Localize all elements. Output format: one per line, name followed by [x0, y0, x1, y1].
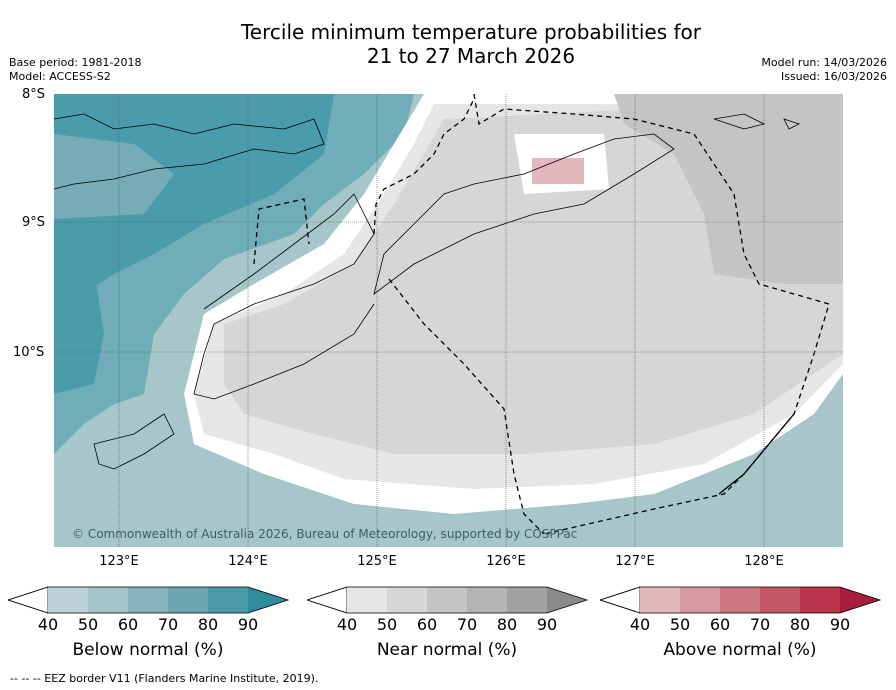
- eez-border-north: [373, 98, 475, 235]
- probability-map: © Commonwealth of Australia 2026, Bureau…: [54, 94, 843, 547]
- title-line-1: Tercile minimum temperature probabilitie…: [240, 20, 702, 44]
- cbar-near-tick-70: 70: [456, 615, 478, 634]
- cbar-above-tick-90: 90: [829, 615, 851, 634]
- cbar-near-tick-80: 80: [496, 615, 518, 634]
- colorbar-near: [307, 586, 589, 614]
- lat-label-10s: 10°S: [13, 345, 45, 360]
- cbar-near-low-end: [307, 586, 348, 614]
- cbar-below-tick-60: 60: [117, 615, 139, 634]
- gridlines: [54, 94, 843, 547]
- cbar-above-swatch-50: [680, 587, 720, 613]
- cbar-above-tick-50: 50: [669, 615, 691, 634]
- cbar-below-swatch-80: [208, 587, 248, 613]
- coastline-se: [718, 413, 795, 495]
- cbar-above-high-end: [840, 587, 880, 613]
- cbar-below-tick-40: 40: [37, 615, 59, 634]
- cbar-near-tick-90: 90: [536, 615, 558, 634]
- cbar-near-tick-40: 40: [336, 615, 358, 634]
- cbar-near-swatch-50: [387, 587, 427, 613]
- cbar-near-high-end: [547, 587, 587, 613]
- coastline-timor: [373, 133, 675, 295]
- colorbar-above: [600, 586, 882, 614]
- cbar-above-low-end: [600, 586, 641, 614]
- model-name: Model: ACCESS-S2: [9, 70, 111, 83]
- eez-legend-footer: -- -- -- EEZ border V11 (Flanders Marine…: [10, 672, 319, 685]
- cbar-below-label: Below normal (%): [72, 640, 224, 660]
- below-50-patch: [54, 134, 174, 219]
- cbar-near-swatch-60: [427, 587, 467, 613]
- cbar-above-tick-60: 60: [709, 615, 731, 634]
- eez-border-south: [388, 278, 545, 535]
- cbar-below-swatch-40: [48, 587, 88, 613]
- cbar-near-tick-50: 50: [376, 615, 398, 634]
- above-40-patch: [532, 158, 584, 184]
- cbar-below-swatch-70: [168, 587, 208, 613]
- cbar-below-tick-70: 70: [157, 615, 179, 634]
- eez-border-east: [473, 94, 830, 535]
- cbar-near-swatch-80: [507, 587, 547, 613]
- cbar-above-swatch-40: [640, 587, 680, 613]
- near-60-zone: [614, 94, 843, 284]
- lon-label-125e: 125°E: [357, 554, 397, 569]
- coastline-north: [54, 113, 325, 190]
- cbar-below-swatch-50: [88, 587, 128, 613]
- lon-label-128e: 128°E: [744, 554, 784, 569]
- model-run: Model run: 14/03/2026: [761, 56, 887, 69]
- title-line-2: 21 to 27 March 2026: [366, 44, 576, 68]
- run-info: Model run: 14/03/2026 Issued: 16/03/2026: [761, 56, 887, 84]
- coastline-west: [193, 193, 375, 400]
- copyright-text: © Commonwealth of Australia 2026, Bureau…: [72, 527, 577, 541]
- cbar-below-tick-50: 50: [77, 615, 99, 634]
- island-rote: [93, 413, 175, 470]
- cbar-above-tick-70: 70: [749, 615, 771, 634]
- cbar-below-low-end: [8, 586, 49, 614]
- lon-label-127e: 127°E: [615, 554, 655, 569]
- cbar-above-tick-40: 40: [629, 615, 651, 634]
- cbar-near-swatch-40: [347, 587, 387, 613]
- cbar-above-swatch-60: [720, 587, 760, 613]
- model-info: Base period: 1981-2018 Model: ACCESS-S2: [9, 56, 141, 84]
- eez-border-west: [253, 198, 310, 265]
- cbar-below-high-end: [248, 587, 288, 613]
- cbar-below-swatch-60: [128, 587, 168, 613]
- lon-label-123e: 123°E: [99, 554, 139, 569]
- lon-label-124e: 124°E: [228, 554, 268, 569]
- cbar-below-tick-80: 80: [197, 615, 219, 634]
- cbar-near-swatch-70: [467, 587, 507, 613]
- colorbar-below: [8, 586, 290, 614]
- lat-label-8s: 8°S: [22, 87, 46, 102]
- near-50-zone: [224, 99, 843, 454]
- cbar-above-swatch-70: [760, 587, 800, 613]
- cbar-above-label: Above normal (%): [663, 640, 817, 660]
- cbar-below-tick-90: 90: [237, 615, 259, 634]
- cbar-near-tick-60: 60: [416, 615, 438, 634]
- issued-date: Issued: 16/03/2026: [780, 70, 887, 83]
- cbar-near-label: Near normal (%): [376, 640, 518, 660]
- cbar-above-tick-80: 80: [789, 615, 811, 634]
- base-period: Base period: 1981-2018: [9, 56, 142, 69]
- below-70-patch: [54, 269, 104, 394]
- map-title: Tercile minimum temperature probabilitie…: [0, 20, 896, 68]
- lat-label-9s: 9°S: [22, 215, 46, 230]
- lon-label-126e: 126°E: [486, 554, 526, 569]
- cbar-above-swatch-80: [800, 587, 840, 613]
